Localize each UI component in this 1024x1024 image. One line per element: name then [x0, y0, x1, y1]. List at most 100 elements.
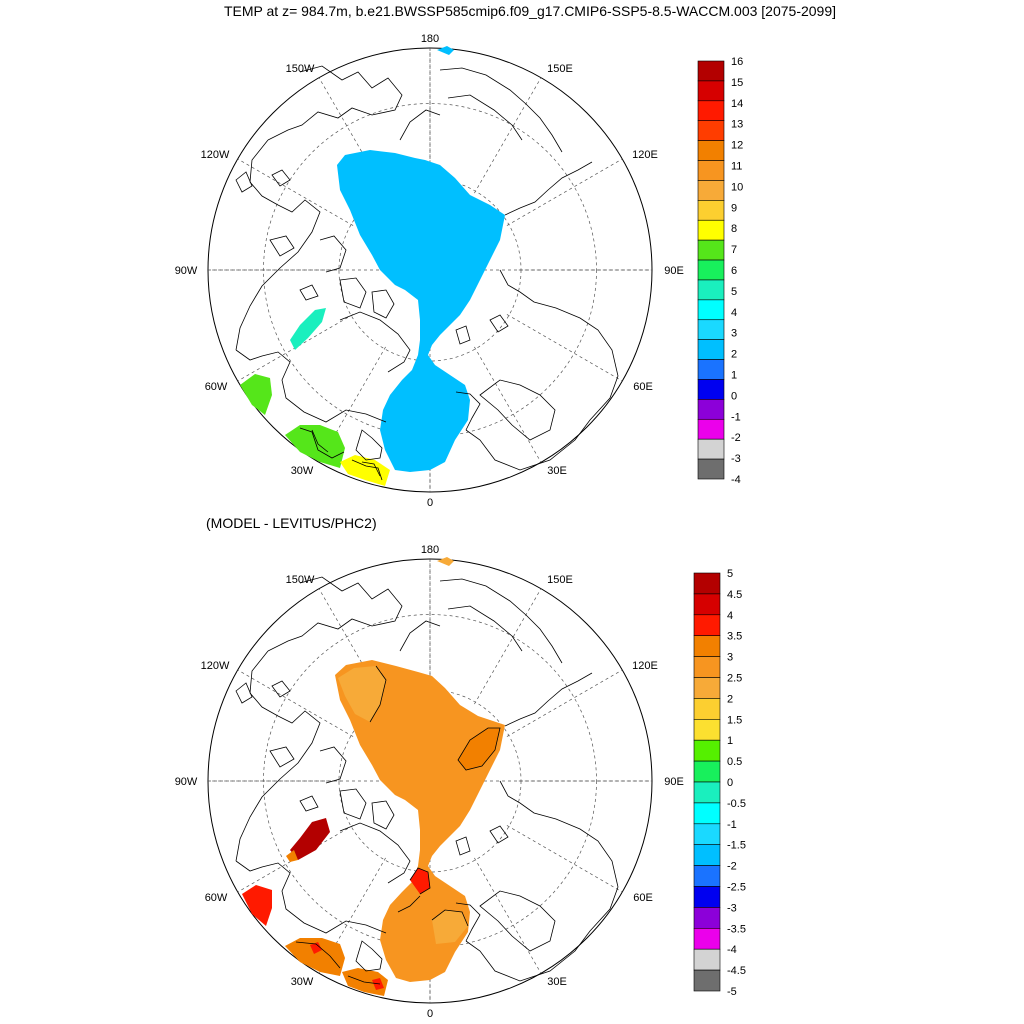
colorbar-tick-label: 5 — [731, 286, 737, 298]
colorbar-tick-label: -4.5 — [727, 965, 746, 977]
bottom-fram-hot-fill — [410, 868, 430, 894]
colorbar-tick-label: 12 — [731, 140, 743, 152]
colorbar-tick-label: -3 — [731, 453, 741, 465]
bottom-lon-label-0: 0 — [427, 1008, 433, 1020]
top-nordic-contour — [299, 427, 345, 459]
colorbar-tick-label: -2 — [727, 861, 737, 873]
bottom-lon-label-30e: 30E — [547, 976, 567, 988]
top-pacific-inlet-fill — [437, 46, 454, 55]
colorbar-tick-label: 3.5 — [727, 631, 742, 643]
colorbar-tick-label: 3 — [731, 328, 737, 340]
colorbar-tick-label: 2 — [727, 693, 733, 705]
colorbar-swatch — [693, 677, 721, 699]
colorbar-swatch — [693, 572, 721, 595]
colorbar-tick-label: 9 — [731, 202, 737, 214]
colorbar-swatch — [693, 656, 721, 678]
bottom-lon-label-180: 180 — [421, 544, 439, 556]
top-baffin-fill — [290, 308, 326, 350]
colorbar-swatch — [697, 399, 725, 420]
bottom-map-panel: 180 150E 120E 90E 60E 30E 0 30W 60W 90W … — [175, 544, 746, 1020]
colorbar-tick-label: -1.5 — [727, 840, 746, 852]
top-lon-label-150e: 150E — [547, 63, 573, 75]
meridian-line — [318, 588, 386, 705]
colorbar-tick-label: 4 — [731, 307, 737, 319]
bottom-pacific-inlet-fill — [437, 557, 454, 566]
top-atlantic-contour — [351, 459, 383, 481]
colorbar-tick-label: 11 — [731, 161, 742, 173]
colorbar-swatch — [693, 865, 721, 887]
top-nordic-fill — [285, 425, 345, 468]
colorbar-tick-label: 10 — [731, 181, 743, 193]
colorbar-tick-label: -5 — [727, 986, 737, 998]
colorbar-swatch — [693, 593, 721, 616]
colorbar-tick-label: 16 — [731, 56, 743, 68]
top-labrador-fill — [240, 374, 272, 415]
colorbar-tick-label: 0.5 — [727, 756, 742, 768]
meridian-line — [474, 77, 542, 194]
bottom-nordic-fill — [285, 938, 345, 976]
top-lon-labels: 180 150E 120E 90E 60E 30E 0 30W 60W 90W … — [175, 33, 684, 509]
colorbar-swatch — [697, 239, 725, 261]
latitude-circle — [263, 103, 597, 437]
colorbar-swatch — [697, 319, 725, 340]
colorbar-swatch — [693, 907, 721, 929]
bottom-lon-label-30w: 30W — [291, 976, 314, 988]
colorbar-tick-label: -4 — [731, 474, 741, 486]
bottom-lon-label-60w: 60W — [205, 892, 228, 904]
colorbar-tick-label: -3 — [727, 902, 737, 914]
colorbar-tick-label: 13 — [731, 119, 743, 131]
colorbar-swatch — [693, 823, 721, 845]
top-lon-label-90w: 90W — [175, 265, 198, 277]
bottom-lon-label-90e: 90E — [664, 776, 684, 788]
colorbar-tick-label: 1 — [727, 735, 733, 747]
colorbar-swatch — [693, 969, 721, 992]
colorbar-swatch — [697, 160, 725, 181]
colorbar-swatch — [693, 927, 721, 950]
colorbar-swatch — [697, 458, 725, 480]
bottom-coastlines — [235, 576, 619, 982]
colorbar-swatch — [697, 60, 725, 82]
colorbar-swatch — [693, 886, 721, 908]
bottom-labrador-fill — [242, 885, 272, 926]
bottom-contours — [295, 665, 501, 985]
colorbar-swatch — [697, 219, 725, 241]
bottom-nordic-hot-spot — [310, 942, 322, 954]
colorbar-swatch — [697, 299, 725, 321]
meridian-line — [237, 158, 354, 226]
colorbar-swatch — [693, 698, 721, 720]
colorbar-swatch — [697, 140, 725, 161]
top-lon-label-180: 180 — [421, 33, 439, 45]
colorbar-swatch — [697, 100, 725, 122]
bottom-lon-label-150w: 150W — [286, 574, 315, 586]
colorbar-swatch — [693, 739, 721, 762]
colorbar-tick-label: -3.5 — [727, 923, 746, 935]
colorbar-tick-label: 15 — [731, 77, 743, 89]
top-map-panel: 180 150E 120E 90E 60E 30E 0 30W 60W 90W … — [175, 33, 744, 509]
colorbar-swatch — [697, 379, 725, 400]
colorbar-swatch — [697, 180, 725, 201]
colorbar-tick-label: 0 — [731, 390, 737, 402]
meridian-line — [506, 314, 623, 382]
colorbar-swatch — [697, 418, 725, 440]
meridian-line — [506, 669, 623, 737]
top-lon-label-60w: 60W — [205, 381, 228, 393]
top-arctic-basin-fill — [337, 150, 505, 472]
difference-subtitle: (MODEL - LEVITUS/PHC2) — [206, 515, 377, 531]
meridian-line — [506, 825, 623, 893]
colorbar-swatch — [697, 438, 725, 460]
colorbar-swatch — [693, 844, 721, 866]
colorbar-tick-label: -0.5 — [727, 798, 746, 810]
colorbar-swatch — [697, 359, 725, 380]
bottom-baffin-fill — [290, 818, 330, 860]
colorbar-tick-label: -2.5 — [727, 882, 746, 894]
meridian-line — [474, 857, 542, 974]
bottom-baffin-edge-fill — [286, 850, 298, 862]
bottom-lon-labels: 180 150E 120E 90E 60E 30E 0 30W 60W 90W … — [175, 544, 684, 1020]
bottom-lon-label-120e: 120E — [632, 660, 658, 672]
colorbar-swatch — [693, 635, 721, 657]
colorbar-tick-label: -4 — [727, 944, 737, 956]
colorbar-swatch — [693, 760, 721, 783]
colorbar-swatch — [697, 80, 725, 102]
top-lon-label-150w: 150W — [286, 63, 315, 75]
